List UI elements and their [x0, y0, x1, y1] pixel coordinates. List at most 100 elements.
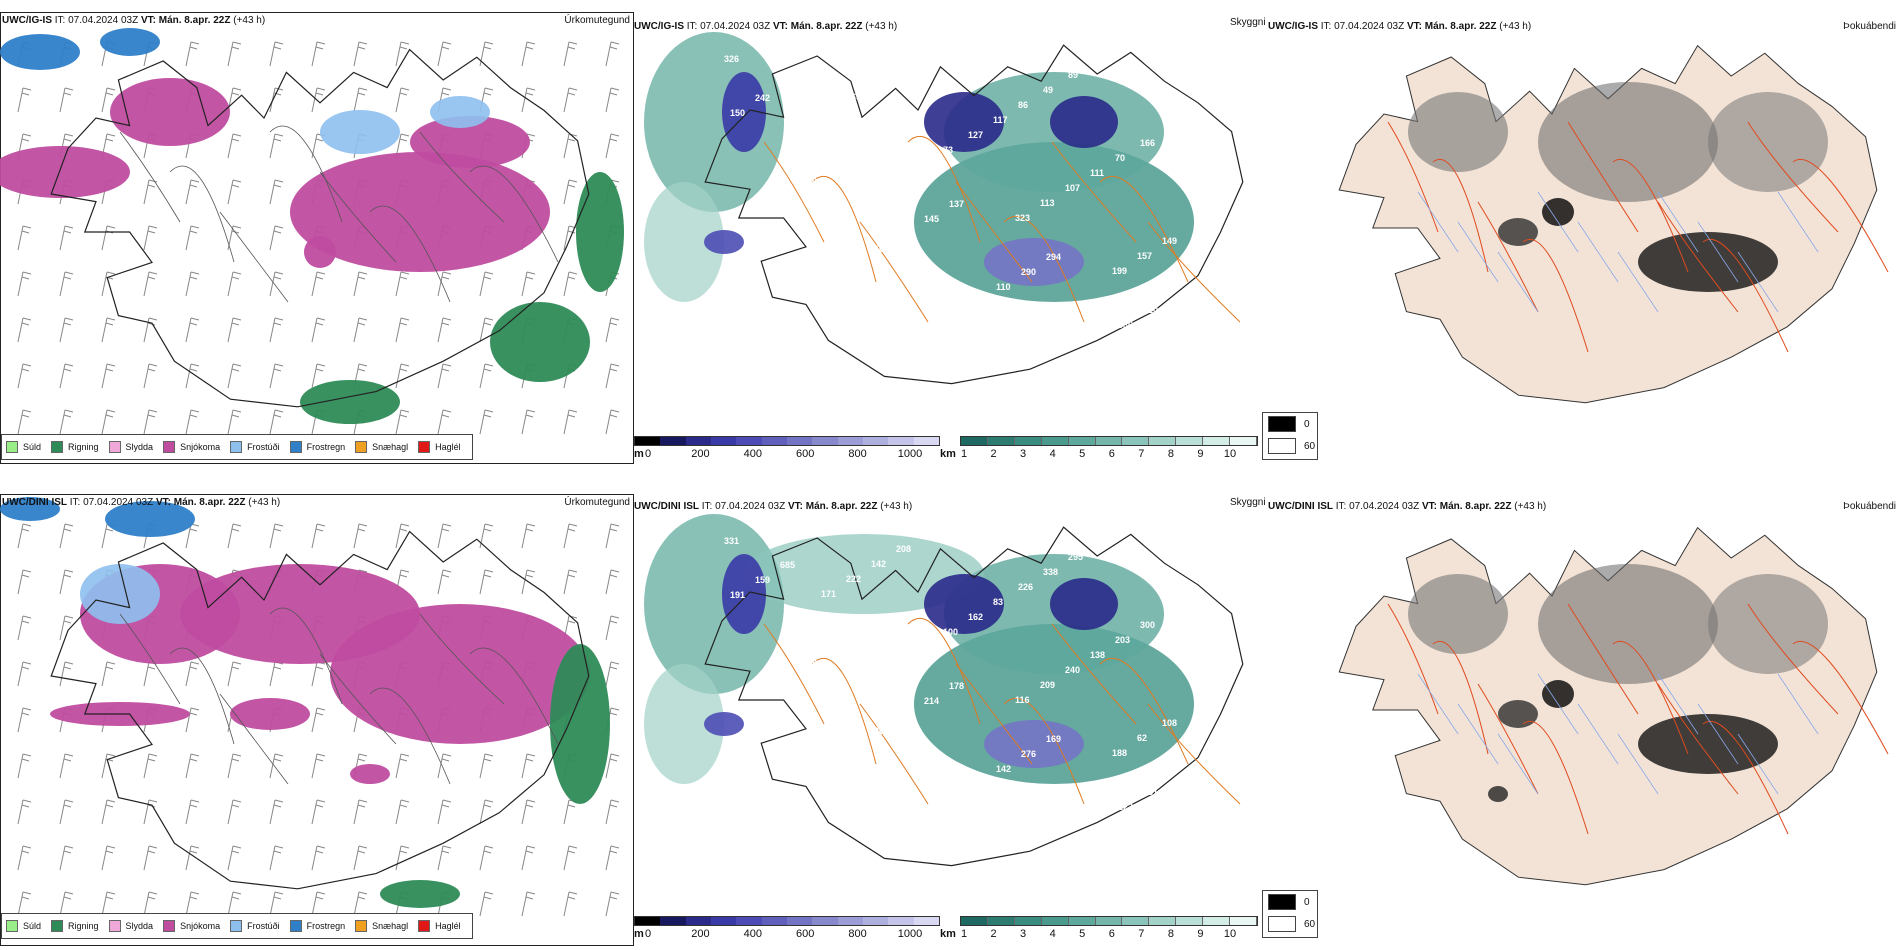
wind-barb [101, 799, 116, 825]
wind-barb [101, 409, 116, 435]
height-unit: m [634, 928, 644, 940]
wind-barb [143, 409, 158, 435]
colorbar-tick-label: 0 [644, 928, 652, 940]
road-line [763, 623, 825, 725]
legend-label: Snjókoma [180, 442, 221, 452]
cloud-height-label: 127 [968, 130, 983, 140]
init-time: IT: 07.04.2024 03Z [1335, 501, 1420, 512]
wind-barb [269, 271, 284, 297]
wind-barb [143, 179, 158, 205]
wind-barb [521, 799, 536, 825]
legend-item: Slydda [108, 920, 153, 932]
cloud-height-label: 203 [1115, 635, 1130, 645]
river-line [1657, 673, 1699, 735]
colorbar-step [837, 917, 863, 925]
valid-time-label: VT: [155, 497, 171, 508]
wind-barb [437, 41, 452, 67]
colorbar-step [1014, 437, 1042, 445]
fog-area [1542, 198, 1574, 226]
lead-time: (+43 h) [1499, 21, 1532, 32]
fog-field [1408, 564, 1828, 802]
colorbar-step [685, 917, 711, 925]
cloud-height-label: 108 [1162, 718, 1177, 728]
wind-barb [311, 891, 326, 917]
wind-barb [59, 271, 74, 297]
wind-barb [227, 891, 242, 917]
wind-barb [353, 891, 368, 917]
precip-map-frame [0, 12, 634, 464]
colorbar-tick-label: 800 [848, 448, 867, 460]
legend-label: Haglél [435, 442, 461, 452]
wind-barb [143, 845, 158, 871]
wind-barb [17, 225, 32, 251]
fog-legend-item: 0 [1263, 413, 1317, 435]
wind-barb [185, 409, 200, 435]
wind-barb [101, 225, 116, 251]
road-line [219, 211, 289, 303]
wind-barb [269, 363, 284, 389]
wind-barb [269, 317, 284, 343]
cloud-height-label: 111 [1090, 168, 1104, 178]
wind-barb [311, 363, 326, 389]
fog-legend-label: 60 [1304, 918, 1316, 930]
freezing-drizzle-area [430, 96, 490, 128]
precip-type-legend: Súld Rigning Slydda Snjókoma Frostúði Frostre… [1, 434, 473, 460]
cloud-height-label: 174 [777, 191, 792, 201]
road-line [269, 125, 343, 223]
cloud-height-label: 398 [827, 643, 842, 653]
cloud-base-area [722, 554, 766, 634]
legend-swatch [355, 920, 368, 932]
wind-barb [563, 225, 578, 251]
cloud-height-label: 199 [1112, 266, 1127, 276]
legend-label: Frostregn [306, 921, 346, 931]
wind-barb [269, 845, 284, 871]
iceland-coastline [50, 48, 590, 408]
cloud-base-area [924, 574, 1004, 634]
wind-barb [395, 845, 410, 871]
fog-legend: 0 60 [1262, 412, 1318, 460]
rain-area [380, 880, 460, 908]
legend-swatch [108, 441, 121, 453]
cloud-height-label: 114 [1093, 537, 1108, 547]
colorbar-tick-label: 1 [960, 928, 968, 940]
wind-barb [605, 409, 620, 435]
cloud-height-label: 94 [780, 78, 790, 88]
panel-header: UWC/DINI ISL IT: 07.04.2024 03Z VT: Mán.… [1268, 501, 1546, 512]
road-line [319, 171, 397, 263]
colorbar-step [1095, 917, 1123, 925]
cloud-height-label: 89 [1068, 70, 1078, 80]
height-unit: m [634, 448, 644, 460]
init-time: IT: 07.04.2024 03Z [701, 501, 786, 512]
cloud-height-label: 336 [1118, 320, 1133, 330]
height-ticks: 0 200 400 600 800 1000 [645, 448, 922, 462]
wind-barb [605, 845, 620, 871]
wind-barb [227, 363, 242, 389]
snow-area [304, 236, 336, 268]
legend-label: Rigning [68, 921, 99, 931]
wind-barb [185, 317, 200, 343]
cloud-height-label: 290 [1021, 267, 1036, 277]
road-line [1522, 238, 1589, 353]
colorbar-step [635, 437, 661, 445]
wind-barb [353, 87, 368, 113]
wind-barb [227, 271, 242, 297]
wind-barb [59, 87, 74, 113]
road-line [763, 141, 825, 243]
wind-barb [227, 41, 242, 67]
panel-title-precip: Úrkomutegund [564, 15, 630, 26]
road-line [907, 618, 981, 725]
cloud-height-label: 120 [824, 756, 839, 766]
wind-barb [185, 271, 200, 297]
cloud-panel-ig: 326 187 164 323 199 98 365 73 113 157 56 43 127 107 14… [634, 12, 1268, 464]
cloud-base-area [984, 238, 1084, 286]
wind-barb [605, 753, 620, 779]
cloud-height-label: 149 [1162, 236, 1177, 246]
cloud-height-label: 57 [727, 221, 737, 231]
colorbar-step [1041, 917, 1069, 925]
visibility-area [744, 534, 984, 614]
valid-time-label: VT: [1406, 21, 1422, 32]
wind-barb [479, 317, 494, 343]
cloud-height-label: 128 [1093, 55, 1108, 65]
road-line [1567, 121, 1639, 233]
legend-swatch [108, 920, 121, 932]
